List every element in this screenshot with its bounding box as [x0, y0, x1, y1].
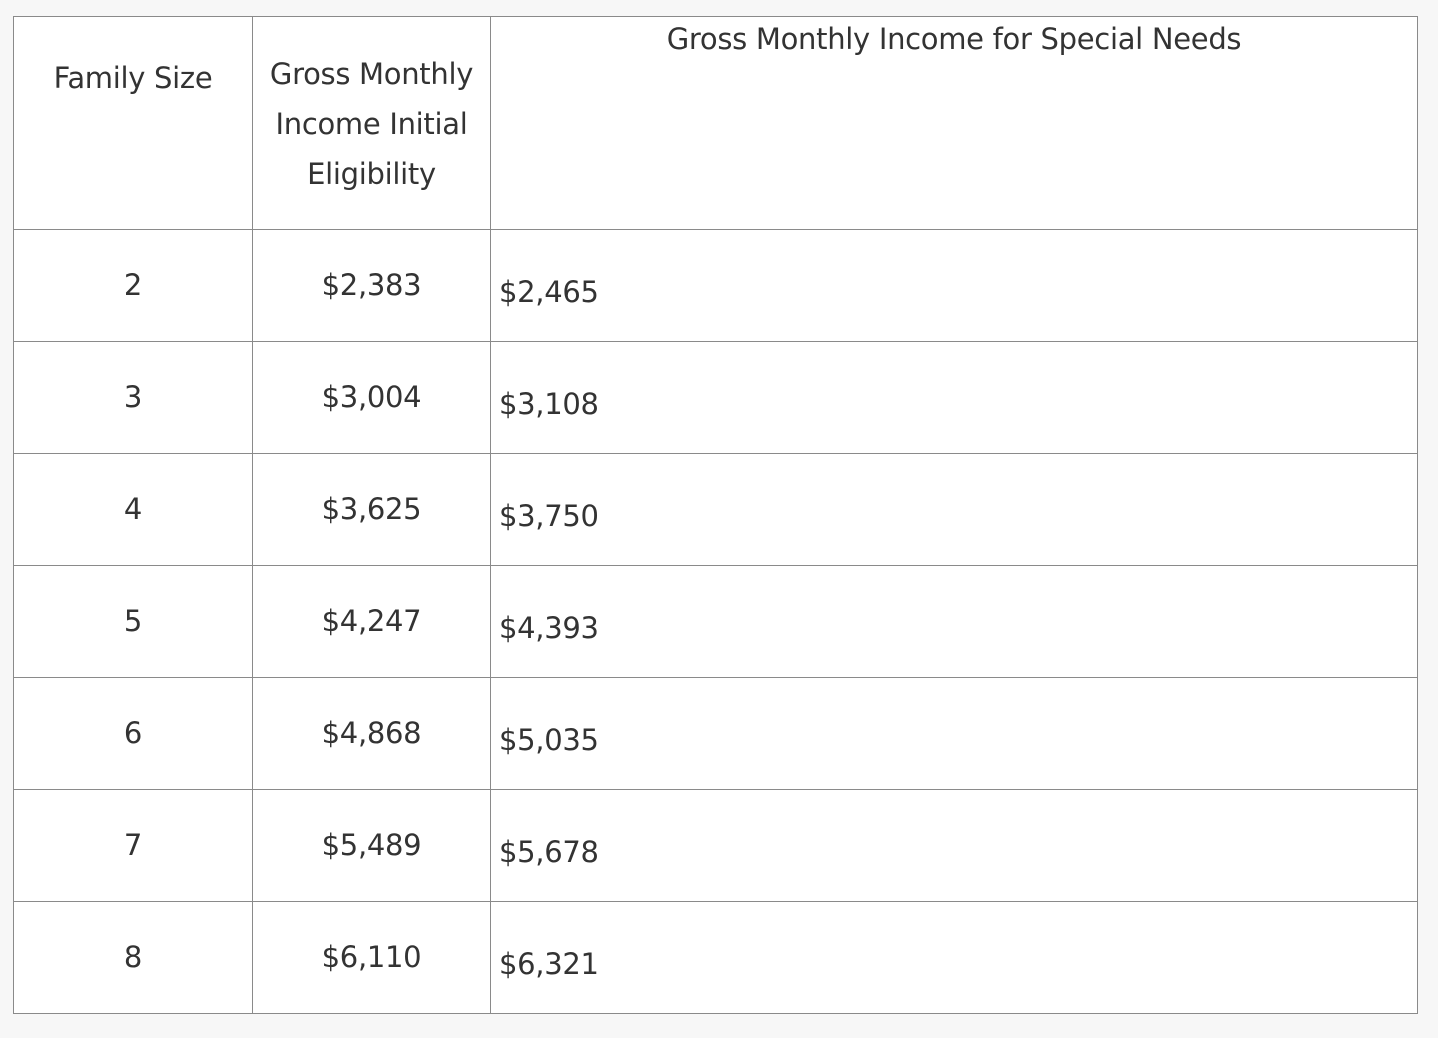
cell-family-size: 2 — [13, 229, 253, 342]
cell-family-size: 7 — [13, 789, 253, 902]
cell-initial-eligibility: $4,247 — [252, 565, 491, 678]
table-row: 2 $2,383 $2,465 — [13, 229, 1418, 342]
table-row: 6 $4,868 $5,035 — [13, 677, 1418, 790]
cell-special-needs: $5,678 — [490, 789, 1418, 902]
cell-initial-eligibility: $5,489 — [252, 789, 491, 902]
cell-family-size: 8 — [13, 901, 253, 1014]
cell-initial-eligibility: $6,110 — [252, 901, 491, 1014]
cell-special-needs: $5,035 — [490, 677, 1418, 790]
table-row: 8 $6,110 $6,321 — [13, 901, 1418, 1014]
cell-special-needs: $4,393 — [490, 565, 1418, 678]
cell-special-needs: $6,321 — [490, 901, 1418, 1014]
cell-family-size: 6 — [13, 677, 253, 790]
cell-family-size: 4 — [13, 453, 253, 566]
header-initial-eligibility-text: Gross Monthly Income Initial Eligibility — [269, 57, 474, 191]
income-eligibility-table: Family Size Gross Monthly Income Initial… — [13, 16, 1418, 1014]
cell-special-needs: $2,465 — [490, 229, 1418, 342]
cell-initial-eligibility: $2,383 — [252, 229, 491, 342]
table-row: 3 $3,004 $3,108 — [13, 341, 1418, 454]
header-family-size: Family Size — [13, 16, 253, 230]
cell-special-needs: $3,108 — [490, 341, 1418, 454]
table-header-row: Family Size Gross Monthly Income Initial… — [13, 16, 1418, 230]
table-row: 4 $3,625 $3,750 — [13, 453, 1418, 566]
header-special-needs: Gross Monthly Income for Special Needs — [490, 16, 1418, 230]
header-initial-eligibility: Gross Monthly Income Initial Eligibility — [252, 16, 491, 230]
income-table-container: Family Size Gross Monthly Income Initial… — [13, 16, 1418, 1014]
table-row: 5 $4,247 $4,393 — [13, 565, 1418, 678]
cell-initial-eligibility: $3,004 — [252, 341, 491, 454]
cell-family-size: 3 — [13, 341, 253, 454]
cell-special-needs: $3,750 — [490, 453, 1418, 566]
cell-initial-eligibility: $4,868 — [252, 677, 491, 790]
cell-family-size: 5 — [13, 565, 253, 678]
cell-initial-eligibility: $3,625 — [252, 453, 491, 566]
table-row: 7 $5,489 $5,678 — [13, 789, 1418, 902]
